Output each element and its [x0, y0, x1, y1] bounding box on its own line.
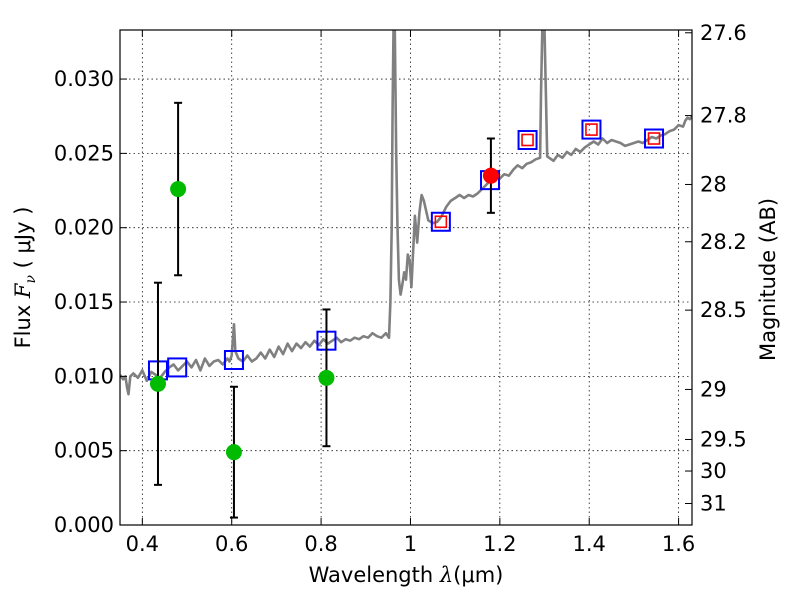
model-square-marker: [581, 119, 602, 140]
x-tick-label: 1.2: [483, 532, 516, 556]
model-square-marker: [517, 130, 538, 150]
y2-tick-label: 31: [700, 492, 727, 516]
grid: [120, 30, 692, 526]
y2-tick-label: 27.8: [700, 104, 747, 128]
spectrum-line: [120, 30, 692, 396]
y2-tick-label: 29: [700, 377, 727, 401]
y-tick-label: 0.015: [54, 290, 114, 314]
model-square-marker: [223, 350, 244, 370]
y2-tick-label: 29.5: [700, 427, 747, 451]
upper-limit-circle-marker: [170, 181, 187, 198]
y2-tick-label: 28.5: [700, 298, 747, 322]
x-tick-label: 1.4: [573, 532, 606, 556]
x-tick-label: 0.8: [304, 532, 337, 556]
x-axis-label: Wavelength λ(μm): [309, 563, 504, 587]
y2-axis-label: Magnitude (AB): [756, 198, 780, 361]
y-tick-label: 0.030: [54, 67, 114, 91]
model-square-marker: [167, 357, 188, 378]
y-tick-label: 0.020: [54, 216, 114, 240]
axis-ticks: 0.4 0.6 0.8 1 1.2 1.4 1.6 0.000 0.005 0.010 0.015 0…: [54, 21, 747, 556]
y-tick-label: 0.000: [54, 513, 114, 537]
y-tick-label: 0.005: [54, 439, 114, 463]
detection-circle-marker: [482, 167, 499, 184]
model-square-marker: [430, 211, 451, 232]
upper-limit-circle-marker: [225, 444, 242, 461]
detection-square-marker: [647, 132, 661, 145]
detection-square-marker: [434, 215, 448, 229]
x-tick-label: 1.6: [662, 532, 695, 556]
y2-tick-label: 30: [700, 459, 727, 483]
detection-square-marker: [521, 133, 534, 147]
upper-limit-circle-marker: [149, 375, 166, 392]
y2-tick-label: 27.6: [700, 21, 747, 45]
y2-tick-label: 28.2: [700, 230, 747, 254]
detection-square-marker: [585, 123, 598, 136]
x-tick-label: 0.4: [126, 532, 159, 556]
plot-area: [120, 30, 692, 519]
y-axis-label: Flux Fν ( μJy ): [11, 207, 39, 349]
y-tick-label: 0.025: [54, 141, 114, 165]
model-square-marker: [644, 128, 665, 149]
y2-tick-label: 28: [700, 172, 727, 196]
x-tick-label: 0.6: [215, 532, 248, 556]
plot-frame: [119, 29, 693, 526]
y-tick-label: 0.010: [54, 364, 114, 388]
x-tick-label: 1: [404, 532, 417, 556]
upper-limit-circle-marker: [318, 369, 335, 386]
